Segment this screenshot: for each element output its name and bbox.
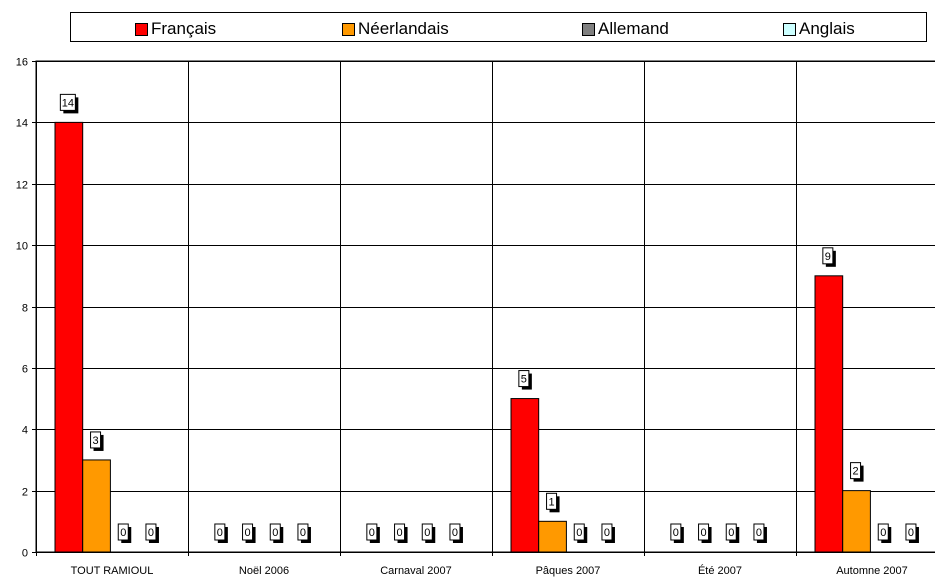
data-label-box xyxy=(394,523,406,541)
data-label-box xyxy=(90,431,102,449)
y-tick-label: 4 xyxy=(22,425,28,437)
data-label-box xyxy=(145,523,157,541)
data-label-box xyxy=(518,370,530,388)
bar xyxy=(82,459,111,553)
legend-item-allemand: Allemand xyxy=(582,19,669,39)
data-label-box xyxy=(117,523,129,541)
bar xyxy=(842,490,871,553)
data-label-box xyxy=(242,523,254,541)
legend-swatch-neerlandais xyxy=(342,22,355,36)
bars xyxy=(54,121,871,553)
bar xyxy=(538,520,567,553)
data-label: 0 xyxy=(700,527,706,539)
data-label-box xyxy=(905,523,917,541)
x-tick-label: Été 2007 xyxy=(698,564,742,577)
y-tick-label: 8 xyxy=(22,303,28,315)
data-label-box xyxy=(698,523,710,541)
data-label-box xyxy=(297,523,309,541)
y-tick-label: 6 xyxy=(22,364,28,376)
data-label: 0 xyxy=(369,527,375,539)
data-label: 2 xyxy=(852,466,858,478)
data-label: 0 xyxy=(120,527,126,539)
legend-item-francais: Français xyxy=(135,19,216,39)
data-label: 0 xyxy=(217,527,223,539)
y-tick-label: 14 xyxy=(16,118,28,130)
data-label: 0 xyxy=(244,527,250,539)
legend-item-neerlandais: Néerlandais xyxy=(342,19,449,39)
data-label: 1 xyxy=(548,496,554,508)
data-label-box xyxy=(546,492,558,510)
data-label-box xyxy=(725,523,737,541)
data-label-box xyxy=(601,523,613,541)
data-label: 3 xyxy=(92,435,98,447)
x-tick-label: TOUT RAMIOUL xyxy=(71,565,154,577)
legend-swatch-francais xyxy=(135,22,148,36)
data-label: 0 xyxy=(880,527,886,539)
legend-item-anglais: Anglais xyxy=(783,19,855,39)
data-label-box xyxy=(753,523,765,541)
plot-area xyxy=(35,60,935,553)
y-tick-label: 0 xyxy=(22,548,28,560)
data-label: 0 xyxy=(908,527,914,539)
data-labels: 14 0 0 5 0 9 3 0 0 1 0 2 0 0 0 0 0 0 0 0 0 0 0 0 xyxy=(59,93,919,543)
legend-label-anglais: Anglais xyxy=(799,19,855,38)
bar xyxy=(814,275,844,553)
data-label-box xyxy=(822,247,834,265)
data-label: 0 xyxy=(272,527,278,539)
legend-swatch-allemand xyxy=(582,22,595,36)
x-tick-label: Pâques 2007 xyxy=(536,565,601,577)
bar xyxy=(510,398,540,553)
data-label: 0 xyxy=(452,527,458,539)
legend-swatch-anglais xyxy=(783,22,796,36)
data-label-box xyxy=(269,523,281,541)
bar xyxy=(54,121,84,553)
data-label: 0 xyxy=(673,527,679,539)
data-label: 0 xyxy=(756,527,762,539)
y-tick-label: 10 xyxy=(16,241,28,253)
data-label-box xyxy=(59,93,76,111)
data-label: 0 xyxy=(148,527,154,539)
y-tick-label: 12 xyxy=(16,180,28,192)
data-label-box xyxy=(850,462,862,480)
data-label: 9 xyxy=(825,251,831,263)
data-label: 0 xyxy=(728,527,734,539)
data-label-box xyxy=(670,523,682,541)
legend-label-francais: Français xyxy=(151,19,217,38)
data-label-box xyxy=(421,523,433,541)
data-label-box xyxy=(877,523,889,541)
data-label: 0 xyxy=(396,527,402,539)
data-label: 0 xyxy=(300,527,306,539)
data-label: 0 xyxy=(576,527,582,539)
x-tick-label: Carnaval 2007 xyxy=(380,565,452,577)
x-tick-label: Noël 2006 xyxy=(239,565,289,577)
gridlines xyxy=(35,60,935,553)
data-label: 0 xyxy=(604,527,610,539)
legend-label-neerlandais: Néerlandais xyxy=(358,19,449,38)
data-label: 5 xyxy=(521,374,527,386)
data-label-box xyxy=(449,523,461,541)
data-label: 0 xyxy=(424,527,430,539)
y-tick-label: 16 xyxy=(16,57,28,69)
data-label-box xyxy=(573,523,585,541)
data-label-box xyxy=(366,523,378,541)
legend: Français Néerlandais Allemand Anglais xyxy=(70,12,927,42)
x-tick-label: Automne 2007 xyxy=(836,565,908,577)
y-tick-label: 2 xyxy=(22,487,28,499)
legend-label-allemand: Allemand xyxy=(598,19,669,38)
data-label-box xyxy=(214,523,226,541)
data-label: 14 xyxy=(62,97,74,109)
